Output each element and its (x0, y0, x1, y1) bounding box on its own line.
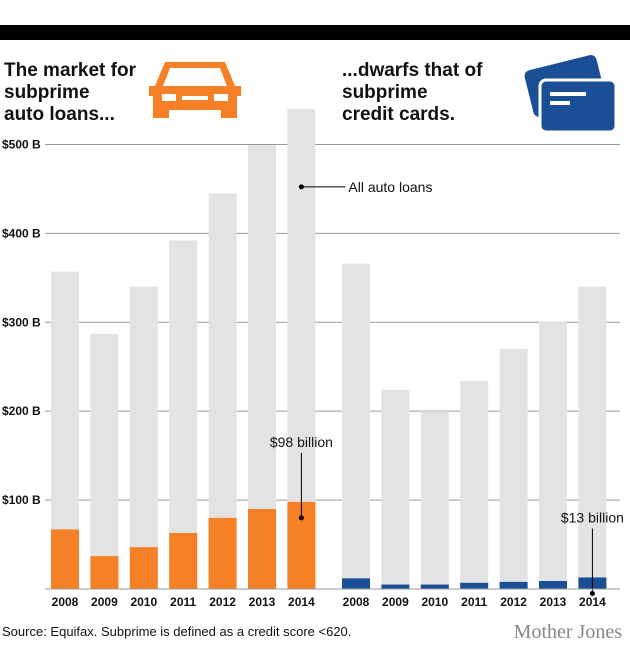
y-tick-label: $200 B (2, 404, 41, 418)
bar (129, 286, 158, 589)
bar (381, 389, 410, 589)
value-label: $98 billion (270, 434, 333, 450)
bar (90, 556, 119, 589)
card-icon (524, 55, 618, 134)
header-bar (0, 25, 630, 40)
annotation: All auto loans (348, 179, 432, 195)
leader-dot (589, 590, 595, 596)
x-tick-label: 2013 (540, 595, 567, 609)
chart-title: subprime (4, 82, 90, 103)
x-tick-label: 2009 (382, 595, 409, 609)
x-tick-label: 2010 (130, 595, 157, 609)
y-tick-label: $100 B (2, 493, 41, 507)
bar (129, 547, 158, 589)
source: Source: Equifax. Subprime is defined as … (2, 624, 351, 639)
chart-title: subprime (342, 82, 428, 103)
bar (420, 411, 449, 589)
bar (342, 578, 370, 589)
x-tick-label: 2011 (170, 595, 196, 609)
leader-dot (298, 515, 304, 521)
bar (342, 263, 370, 589)
bar (499, 581, 528, 589)
bar (51, 529, 79, 589)
bar (539, 580, 567, 589)
bar (169, 532, 198, 589)
bar (208, 517, 237, 589)
x-tick-label: 2011 (461, 595, 487, 609)
bar (248, 508, 276, 589)
x-tick-label: 2014 (579, 595, 606, 609)
value-label: $13 billion (561, 509, 624, 525)
y-tick-label: $400 B (2, 226, 41, 240)
chart-title: The market for (4, 60, 137, 81)
bar (169, 240, 198, 589)
bar (499, 348, 528, 589)
x-tick-label: 2012 (209, 595, 236, 609)
car-icon (149, 62, 241, 118)
x-tick-label: 2013 (249, 595, 276, 609)
chart-title: auto loans... (4, 104, 115, 125)
bar (460, 380, 489, 589)
chart-title: credit cards. (342, 104, 455, 125)
x-tick-label: 2010 (421, 595, 448, 609)
x-tick-label: 2008 (52, 595, 79, 609)
y-tick-label: $300 B (2, 315, 41, 329)
y-tick-label: $500 B (2, 137, 41, 151)
bar (539, 321, 567, 589)
bar (381, 584, 410, 589)
bar (420, 584, 449, 589)
bar (460, 582, 489, 589)
x-tick-label: 2014 (288, 595, 315, 609)
x-tick-label: 2012 (500, 595, 527, 609)
x-tick-label: 2008 (343, 595, 370, 609)
x-tick-label: 2009 (91, 595, 118, 609)
bar (90, 333, 119, 589)
chart-title: ...dwarfs that of (342, 60, 483, 81)
brand: Mother Jones (514, 621, 623, 643)
